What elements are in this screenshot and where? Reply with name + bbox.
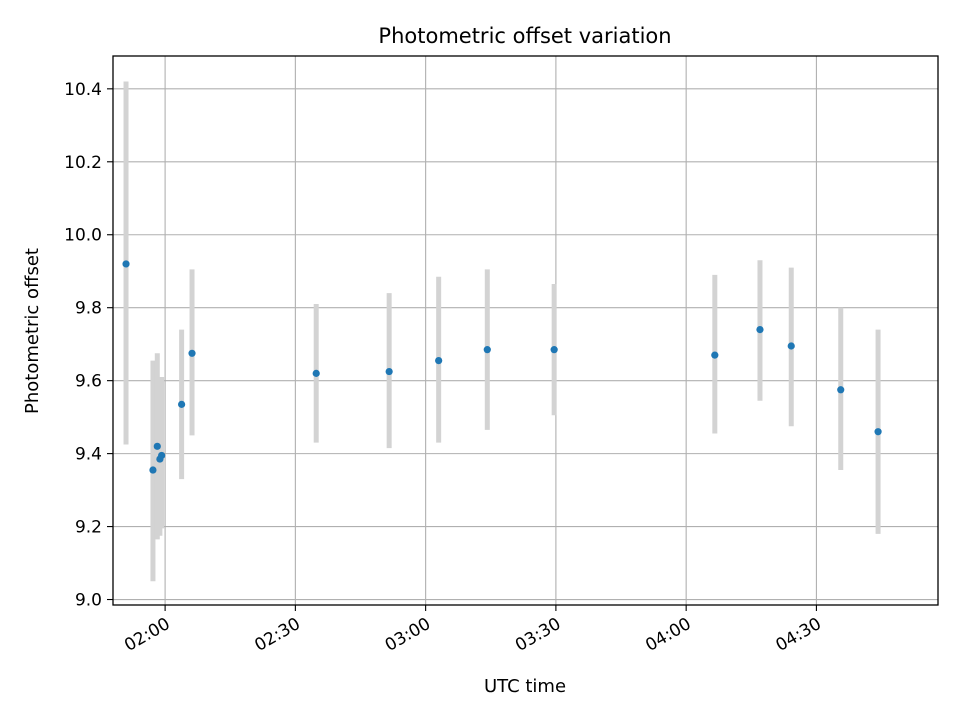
- y-axis-ticks: 9.0 9.2 9.4 9.6 9.8 10.0 10.2 10.4: [64, 80, 113, 611]
- y-tick-label: 10.4: [64, 80, 102, 100]
- plot-area-frame: [112, 55, 939, 606]
- x-axis-label: UTC time: [484, 676, 566, 697]
- data-point: [435, 356, 443, 365]
- y-tick-label: 9.0: [75, 591, 102, 611]
- data-point: [188, 349, 196, 357]
- data-point: [153, 442, 161, 450]
- data-point: [550, 346, 558, 354]
- data-point: [312, 369, 320, 377]
- data-point: [149, 466, 157, 474]
- y-tick-label: 10.0: [64, 226, 102, 246]
- data-point: [874, 428, 882, 436]
- y-tick-label: 10.2: [64, 153, 102, 173]
- grid-lines: [113, 56, 938, 605]
- y-tick-label: 9.6: [75, 372, 102, 392]
- y-axis-label: Photometric offset: [22, 248, 43, 414]
- data-point: [483, 346, 491, 354]
- chart-title: Photometric offset variation: [378, 24, 671, 48]
- data-point: [158, 451, 166, 460]
- data-point: [178, 400, 186, 408]
- data-point: [787, 342, 795, 350]
- data-points: [122, 260, 882, 474]
- y-tick-label: 9.4: [75, 445, 102, 465]
- y-tick-label: 9.8: [75, 299, 102, 319]
- data-point: [711, 351, 719, 359]
- data-point: [122, 260, 130, 268]
- data-point: [837, 386, 845, 394]
- y-tick-label: 9.2: [75, 518, 102, 538]
- data-point: [756, 325, 764, 334]
- data-point: [385, 367, 393, 376]
